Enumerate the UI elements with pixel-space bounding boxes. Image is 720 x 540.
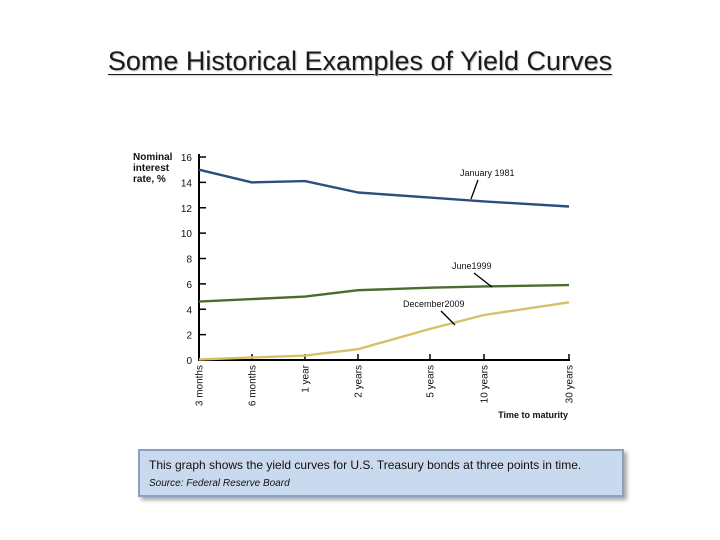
series-label: January 1981 <box>460 168 515 178</box>
caption-source: Source: Federal Reserve Board <box>149 478 290 489</box>
y-tick-label: 16 <box>181 153 193 164</box>
series-line-2 <box>198 301 570 361</box>
series-leader-line <box>440 310 456 326</box>
y-tick-label: 10 <box>181 229 193 240</box>
series-line-0 <box>198 168 570 208</box>
y-tick-label: 4 <box>186 305 192 316</box>
x-tick-label: 3 months <box>195 365 206 406</box>
caption-box: This graph shows the yield curves for U.… <box>138 449 624 497</box>
x-axis-label: Time to maturity <box>498 410 568 420</box>
series-leader-line <box>470 179 479 200</box>
y-tick-label: 14 <box>181 178 193 189</box>
slide-title: Some Historical Examples of Yield Curves <box>107 46 613 76</box>
x-tick-label: 10 years <box>480 365 491 403</box>
series-label: December2009 <box>403 299 465 309</box>
y-tick-label: 0 <box>186 356 192 367</box>
y-tick-label: 2 <box>186 331 192 342</box>
x-tick-label: 5 years <box>426 365 437 398</box>
yield-curve-chart: 0 2 4 6 8 10 12 14 16 Nominal interest rate, % 3 mon… <box>133 152 576 420</box>
caption-text: This graph shows the yield curves for U.… <box>149 458 582 472</box>
y-tick-label: 6 <box>186 280 192 291</box>
series-leader-line <box>473 272 493 288</box>
series-line-1 <box>198 283 570 303</box>
y-tick-label: 12 <box>181 204 193 215</box>
x-tick-label: 1 year <box>301 364 312 392</box>
series-label: June1999 <box>452 261 492 271</box>
x-tick-label: 2 years <box>354 365 365 398</box>
y-tick-label: 8 <box>186 255 192 266</box>
x-tick-label: 30 years <box>565 365 576 403</box>
y-axis-label: Nominal interest rate, % <box>133 152 173 185</box>
x-tick-label: 6 months <box>248 365 259 406</box>
